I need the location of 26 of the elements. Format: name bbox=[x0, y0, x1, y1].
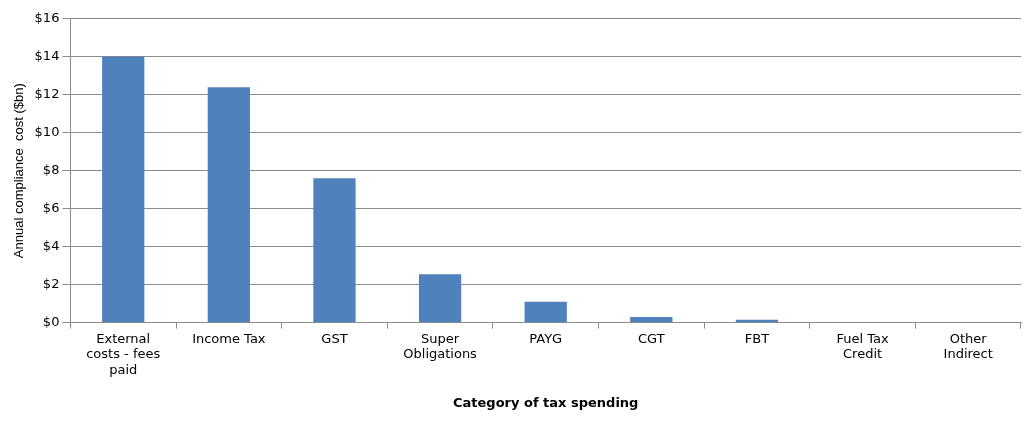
bar bbox=[102, 56, 145, 323]
x-axis-title: Category of tax spending bbox=[452, 394, 639, 410]
y-tick-label: $14 bbox=[34, 48, 60, 64]
x-tick-label: Other Indirect bbox=[943, 330, 993, 362]
y-tick-label: $16 bbox=[34, 10, 60, 26]
bar bbox=[418, 274, 462, 323]
x-tick-label: Fuel Tax Credit bbox=[836, 330, 889, 362]
bar bbox=[524, 301, 567, 323]
y-tick-label: $8 bbox=[42, 162, 60, 178]
y-tick-label: $0 bbox=[42, 313, 60, 329]
y-tick-label: $12 bbox=[34, 86, 60, 102]
x-tick-label: External costs - fees paid bbox=[86, 330, 161, 377]
y-tick-label: $2 bbox=[42, 276, 60, 291]
x-tick-label: CGT bbox=[638, 330, 665, 346]
x-tick-label: Income Tax bbox=[192, 330, 266, 346]
x-tick-label: FBT bbox=[744, 330, 770, 346]
y-tick-label: $4 bbox=[42, 238, 60, 254]
x-tick-label: GST bbox=[321, 330, 348, 346]
bar bbox=[313, 178, 356, 323]
x-tick-label: PAYG bbox=[529, 330, 563, 346]
y-axis-title: Annual compliance cost ($bn) bbox=[11, 83, 27, 259]
x-tick-label: Super Obligations bbox=[403, 330, 478, 362]
bar bbox=[207, 87, 250, 323]
y-tick-label: $6 bbox=[42, 200, 60, 216]
y-tick-label: $10 bbox=[34, 124, 60, 140]
bar bbox=[630, 316, 673, 323]
